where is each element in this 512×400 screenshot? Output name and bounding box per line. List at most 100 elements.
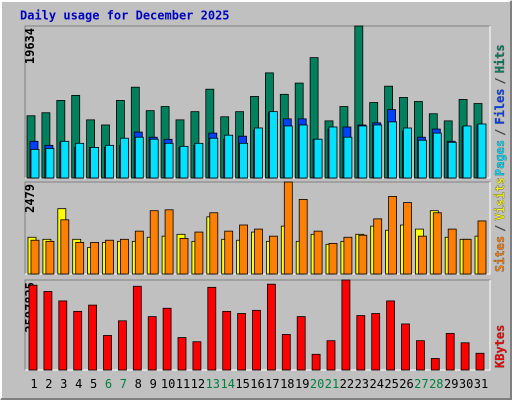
bar: [358, 125, 368, 179]
bar: [194, 231, 204, 275]
bar: [73, 310, 83, 371]
bar: [430, 358, 440, 371]
bar: [224, 134, 234, 179]
bar: [30, 149, 40, 179]
bar: [268, 111, 278, 179]
bar: [105, 144, 114, 179]
bar: [118, 320, 127, 371]
y-tick-label: 19634: [23, 28, 37, 64]
bar: [254, 228, 263, 275]
bar: [477, 123, 487, 179]
bar: [298, 199, 308, 275]
bar: [179, 145, 189, 179]
legend-separator: /: [493, 225, 507, 232]
bar: [341, 279, 351, 371]
y-tick-label: 2479: [23, 184, 37, 213]
bar: [43, 291, 53, 371]
legend: Pages / Files / Hits: [493, 44, 507, 176]
bar: [266, 283, 276, 371]
x-tick-label: 8: [135, 377, 142, 391]
legend-separator: /: [493, 129, 507, 136]
x-tick-label: 14: [220, 377, 234, 391]
bar: [164, 142, 174, 179]
bar: [460, 342, 470, 371]
bar: [432, 212, 442, 275]
bar: [445, 332, 455, 371]
bar: [134, 230, 144, 275]
bar: [90, 242, 99, 275]
x-tick-label: 21: [325, 377, 339, 391]
bar: [147, 316, 157, 371]
bar: [358, 234, 368, 275]
bar: [60, 219, 70, 275]
x-tick-label: 12: [191, 377, 205, 391]
x-tick-label: 11: [176, 377, 190, 391]
x-tick-label: 6: [105, 377, 112, 391]
x-tick-label: 26: [399, 377, 413, 391]
bar: [75, 142, 85, 179]
bar: [417, 235, 427, 275]
x-tick-label: 24: [369, 377, 383, 391]
bar: [28, 284, 38, 371]
bar: [207, 286, 217, 371]
bar: [298, 124, 308, 179]
bar: [326, 340, 336, 371]
bar: [254, 127, 263, 179]
bar: [296, 316, 306, 371]
bar: [132, 285, 142, 371]
x-tick-label: 15: [235, 377, 249, 391]
x-tick-label: 7: [120, 377, 127, 391]
bar: [177, 337, 187, 371]
legend-entry: Sites: [493, 236, 507, 272]
bar: [388, 196, 398, 275]
x-tick-label: 28: [429, 377, 443, 391]
bar: [462, 125, 472, 179]
bar: [209, 212, 219, 275]
x-tick-label: 29: [444, 377, 458, 391]
bar: [283, 181, 293, 275]
x-tick-label: 3: [60, 377, 67, 391]
bar: [209, 137, 219, 179]
bar: [447, 141, 457, 179]
chart-title: Daily usage for December 2025: [20, 9, 230, 23]
x-tick-label: 5: [90, 377, 97, 391]
x-tick-label: 2: [45, 377, 52, 391]
bar: [60, 140, 70, 179]
bar: [343, 136, 353, 179]
bar: [134, 136, 144, 179]
x-tick-label: 10: [161, 377, 175, 391]
bar: [415, 340, 425, 371]
x-tick-label: 22: [340, 377, 354, 391]
bar: [373, 218, 383, 275]
bar: [386, 300, 396, 371]
x-tick-label: 17: [265, 377, 279, 391]
bar: [283, 125, 293, 179]
bar: [164, 209, 174, 275]
bar: [179, 237, 189, 275]
bar: [162, 307, 172, 371]
bar: [252, 309, 261, 371]
bar: [462, 238, 472, 275]
bar: [30, 239, 40, 275]
x-tick-label: 20: [310, 377, 324, 391]
legend-entry: KBytes: [493, 325, 507, 368]
bar: [45, 240, 55, 275]
x-tick-label: 19: [295, 377, 309, 391]
bar: [103, 335, 112, 371]
legend-separator: /: [493, 77, 507, 84]
bar: [388, 121, 398, 179]
bar: [222, 310, 232, 371]
bar: [313, 138, 323, 179]
bar: [447, 228, 457, 275]
x-tick-label: 25: [384, 377, 398, 391]
bar: [224, 230, 234, 275]
bar: [356, 315, 366, 371]
x-tick-label: 18: [280, 377, 294, 391]
legend-entry: Visits: [493, 177, 507, 220]
bar: [373, 124, 383, 179]
bar: [239, 142, 249, 179]
bar: [45, 148, 55, 179]
x-tick-label: 31: [474, 377, 488, 391]
bar: [194, 142, 204, 179]
bar: [120, 238, 129, 275]
